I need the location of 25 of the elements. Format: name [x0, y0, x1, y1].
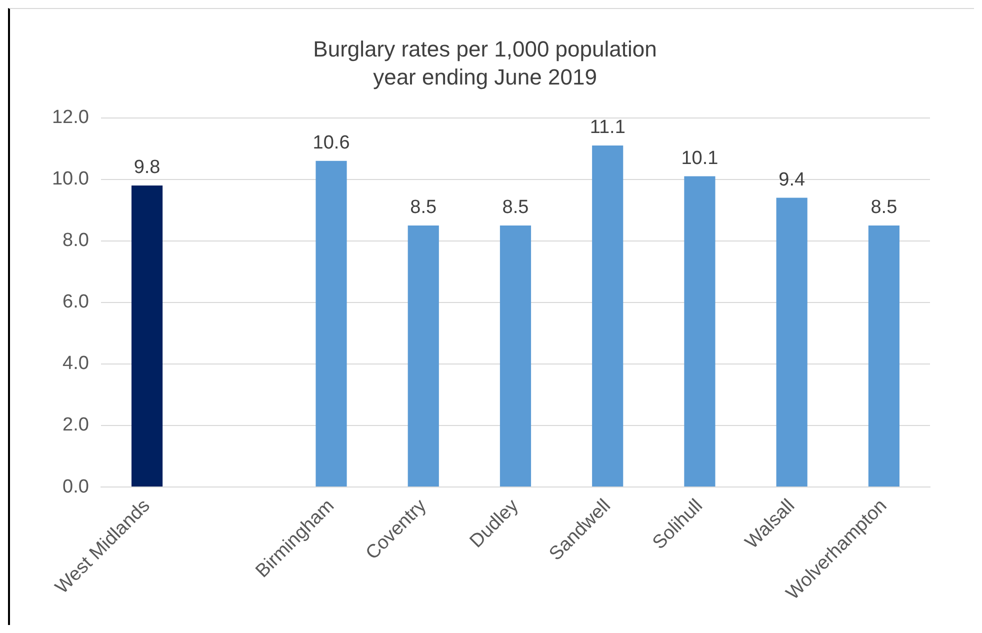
chart-title: Burglary rates per 1,000 population: [313, 36, 657, 62]
bar: [500, 225, 532, 487]
data-label: 9.8: [134, 157, 160, 178]
y-tick-label: 12.0: [52, 107, 89, 128]
bar: [131, 185, 163, 487]
y-tick-label: 2.0: [62, 414, 89, 436]
chart-subtitle: year ending June 2019: [373, 64, 597, 90]
y-tick-label: 10.0: [52, 168, 89, 190]
bar: [684, 176, 716, 487]
data-label: 11.1: [590, 117, 626, 138]
data-label: 10.1: [681, 148, 718, 169]
data-label: 8.5: [502, 197, 529, 218]
y-tick-label: 4.0: [62, 353, 89, 374]
y-tick-label: 0.0: [62, 476, 89, 498]
y-tick-label: 6.0: [62, 292, 89, 313]
y-tick-label: 8.0: [62, 230, 89, 252]
bar: [592, 145, 624, 487]
data-label: 9.4: [778, 170, 806, 191]
data-label: 8.5: [870, 197, 898, 218]
data-label: 10.6: [312, 132, 350, 154]
bar: [776, 198, 808, 487]
data-label: 8.5: [410, 197, 437, 218]
bar: [408, 225, 439, 487]
bar: [868, 225, 900, 487]
bar: [316, 160, 347, 487]
